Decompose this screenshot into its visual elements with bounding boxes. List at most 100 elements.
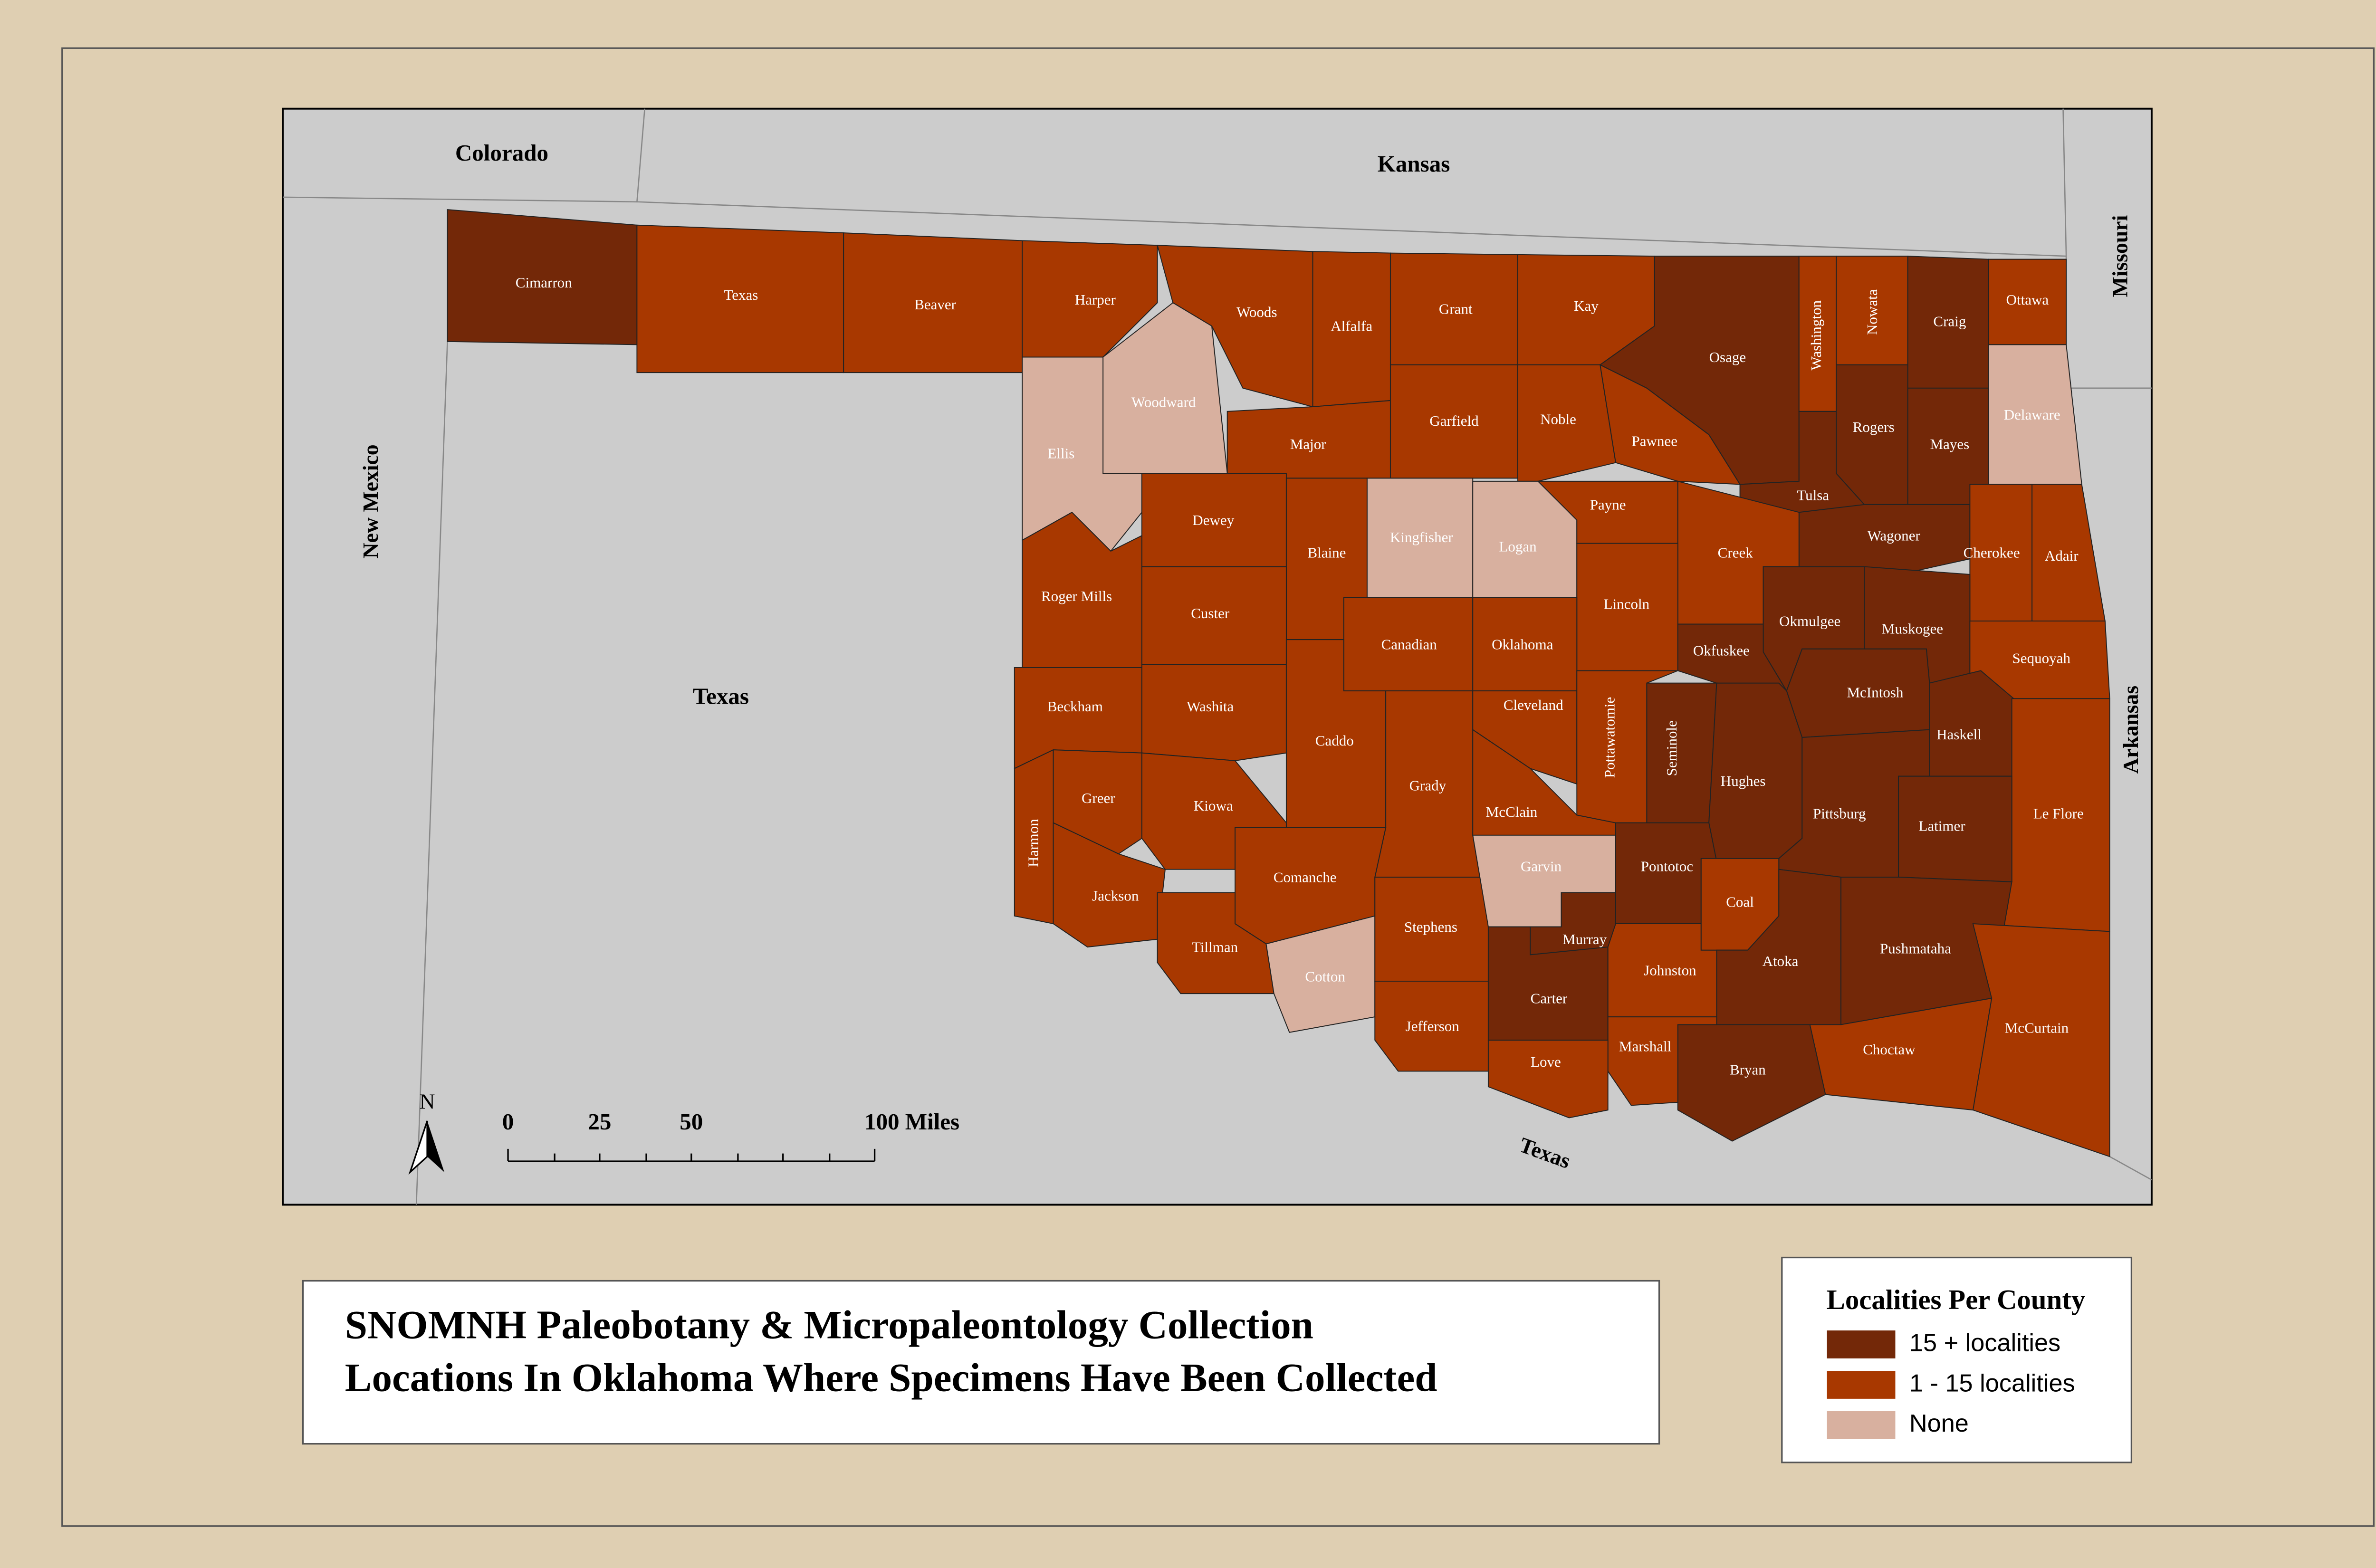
label-layer: Cimarron Texas Beaver Harper Woods Alfalfa Gra… bbox=[358, 140, 2143, 1173]
county-label: Hughes bbox=[1721, 773, 1766, 789]
state-label: Texas bbox=[693, 683, 749, 709]
county-label: Alfalfa bbox=[1331, 318, 1372, 335]
state-label: Missouri bbox=[2108, 215, 2132, 297]
county-label: Creek bbox=[1718, 545, 1753, 561]
county-label: Pawnee bbox=[1631, 432, 1677, 449]
scale-bar bbox=[507, 1148, 876, 1162]
county-label: Major bbox=[1290, 436, 1327, 452]
north-label: N bbox=[420, 1090, 435, 1114]
county-label: Ottawa bbox=[2006, 291, 2049, 308]
county-label: Okfuskee bbox=[1693, 642, 1750, 659]
title-box bbox=[302, 1280, 1660, 1445]
county-label: Kay bbox=[1574, 297, 1599, 314]
scale-label: 100 Miles bbox=[864, 1109, 959, 1135]
county-label: Lincoln bbox=[1604, 595, 1650, 612]
county-label: Pittsburg bbox=[1813, 805, 1866, 822]
county-label: Jackson bbox=[1092, 888, 1139, 904]
county-label: Harper bbox=[1075, 291, 1116, 308]
legend-items: 15 + localities 1 - 15 localities None bbox=[1827, 1329, 2075, 1439]
title-line: SNOMNH Paleobotany & Micropaleontology C… bbox=[345, 1302, 1313, 1347]
legend-swatch bbox=[1827, 1371, 1896, 1399]
county-label: Delaware bbox=[2004, 406, 2060, 423]
border-line bbox=[415, 341, 448, 1205]
scale-line bbox=[507, 1148, 876, 1162]
county-label: Choctaw bbox=[1863, 1041, 1916, 1058]
county-label: Cherokee bbox=[1964, 545, 2020, 561]
county-label: Jefferson bbox=[1406, 1018, 1460, 1034]
county-label: Noble bbox=[1540, 411, 1576, 428]
legend-label: 15 + localities bbox=[1909, 1329, 2060, 1357]
state-label: Arkansas bbox=[2118, 686, 2143, 774]
county-label: Cimarron bbox=[516, 274, 572, 291]
title-line: Locations In Oklahoma Where Specimens Ha… bbox=[345, 1356, 1437, 1400]
county bbox=[1487, 1040, 1609, 1119]
state-label: Colorado bbox=[455, 140, 548, 166]
county bbox=[1102, 302, 1228, 474]
county-label: Johnston bbox=[1644, 962, 1696, 978]
legend-title: Localities Per County bbox=[1827, 1284, 2086, 1315]
county bbox=[1517, 364, 1617, 482]
county-label: Adair bbox=[2045, 547, 2079, 564]
county-label: Muskogee bbox=[1882, 621, 1943, 637]
county-label: Washita bbox=[1187, 698, 1234, 715]
county-label: Texas bbox=[724, 287, 758, 303]
state-label: New Mexico bbox=[358, 444, 383, 558]
county-label: Murray bbox=[1562, 931, 1607, 947]
legend-swatch bbox=[1827, 1330, 1896, 1358]
county-label: Haskell bbox=[1936, 726, 1982, 743]
county-label: Bryan bbox=[1730, 1061, 1766, 1078]
county-label: Payne bbox=[1590, 496, 1626, 513]
county-label: Dewey bbox=[1192, 512, 1234, 528]
county bbox=[1265, 915, 1376, 1033]
county-label: Beaver bbox=[914, 296, 957, 313]
county bbox=[1607, 1016, 1717, 1106]
county-label: Pontotoc bbox=[1641, 858, 1693, 875]
county-label: Beckham bbox=[1047, 698, 1103, 715]
county-label: McCurtain bbox=[2005, 1019, 2069, 1036]
county bbox=[1972, 923, 2110, 1157]
county-label: Osage bbox=[1709, 349, 1746, 365]
county-label: Marshall bbox=[1619, 1038, 1671, 1055]
scale-label: 0 bbox=[502, 1109, 514, 1135]
county-label: Logan bbox=[1499, 538, 1537, 555]
county-label: Comanche bbox=[1274, 869, 1337, 885]
arrow-right bbox=[427, 1121, 444, 1172]
county-label: Roger Mills bbox=[1041, 588, 1112, 604]
county-label: Caddo bbox=[1315, 732, 1354, 749]
county-label: Kingfisher bbox=[1390, 529, 1453, 545]
county-label: Garvin bbox=[1521, 858, 1562, 875]
scale-label: 50 bbox=[680, 1109, 703, 1135]
county-label: Blaine bbox=[1307, 545, 1346, 561]
legend-swatch bbox=[1827, 1411, 1896, 1439]
county-label: Cleveland bbox=[1504, 697, 1563, 713]
county-label: Greer bbox=[1082, 790, 1115, 806]
county-label: Pushmataha bbox=[1880, 940, 1951, 957]
county-label: Coal bbox=[1726, 894, 1754, 910]
county-label: Washington bbox=[1808, 300, 1824, 371]
county-label: Oklahoma bbox=[1492, 636, 1553, 652]
legend-label: 1 - 15 localities bbox=[1909, 1369, 2075, 1397]
county bbox=[1141, 664, 1287, 761]
county-label: Love bbox=[1531, 1053, 1561, 1070]
county-label: McIntosh bbox=[1847, 684, 1903, 701]
county-label: Wagoner bbox=[1868, 527, 1921, 544]
county-label: McClain bbox=[1486, 803, 1538, 820]
county-label: Mayes bbox=[1930, 436, 1970, 452]
county bbox=[1646, 682, 1717, 823]
scale-labels: 0 25 50 100 Miles bbox=[502, 1109, 959, 1135]
county-label: Custer bbox=[1191, 605, 1230, 621]
county-label: Canadian bbox=[1381, 636, 1437, 652]
north-arrow: N bbox=[408, 1090, 444, 1175]
county-label: Ellis bbox=[1047, 445, 1074, 461]
county bbox=[1374, 980, 1489, 1072]
county-label: Rogers bbox=[1853, 419, 1895, 435]
county-label: Grady bbox=[1409, 777, 1447, 794]
county-label: Seminole bbox=[1663, 720, 1680, 776]
county-label: Okmulgee bbox=[1779, 612, 1840, 629]
county bbox=[1022, 240, 1158, 358]
county bbox=[1472, 690, 1578, 785]
state-label: Kansas bbox=[1378, 151, 1450, 177]
legend-label: None bbox=[1909, 1410, 1969, 1437]
scale-label: 25 bbox=[588, 1109, 611, 1135]
